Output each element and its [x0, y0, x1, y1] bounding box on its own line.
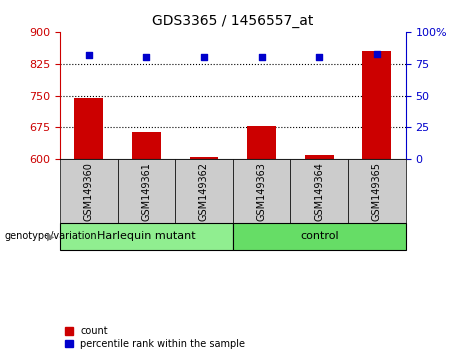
- Text: genotype/variation: genotype/variation: [5, 231, 97, 241]
- Text: control: control: [300, 231, 338, 241]
- Legend: count, percentile rank within the sample: count, percentile rank within the sample: [65, 326, 245, 349]
- Text: GSM149365: GSM149365: [372, 162, 382, 221]
- Point: [142, 55, 150, 60]
- Bar: [132, 132, 161, 159]
- Text: GSM149361: GSM149361: [142, 162, 151, 221]
- Text: GSM149362: GSM149362: [199, 162, 209, 221]
- Text: GSM149363: GSM149363: [257, 162, 266, 221]
- Bar: [305, 155, 334, 159]
- Point: [373, 51, 381, 56]
- Point: [200, 55, 207, 60]
- Point: [315, 55, 323, 60]
- Bar: [247, 126, 276, 159]
- Text: ▶: ▶: [47, 231, 54, 241]
- Text: Harlequin mutant: Harlequin mutant: [97, 231, 195, 241]
- Text: GSM149360: GSM149360: [84, 162, 94, 221]
- Point: [85, 52, 92, 58]
- Bar: [74, 98, 103, 159]
- Bar: [362, 51, 391, 159]
- Title: GDS3365 / 1456557_at: GDS3365 / 1456557_at: [152, 14, 313, 28]
- Bar: [189, 157, 219, 159]
- Text: GSM149364: GSM149364: [314, 162, 324, 221]
- Point: [258, 55, 266, 60]
